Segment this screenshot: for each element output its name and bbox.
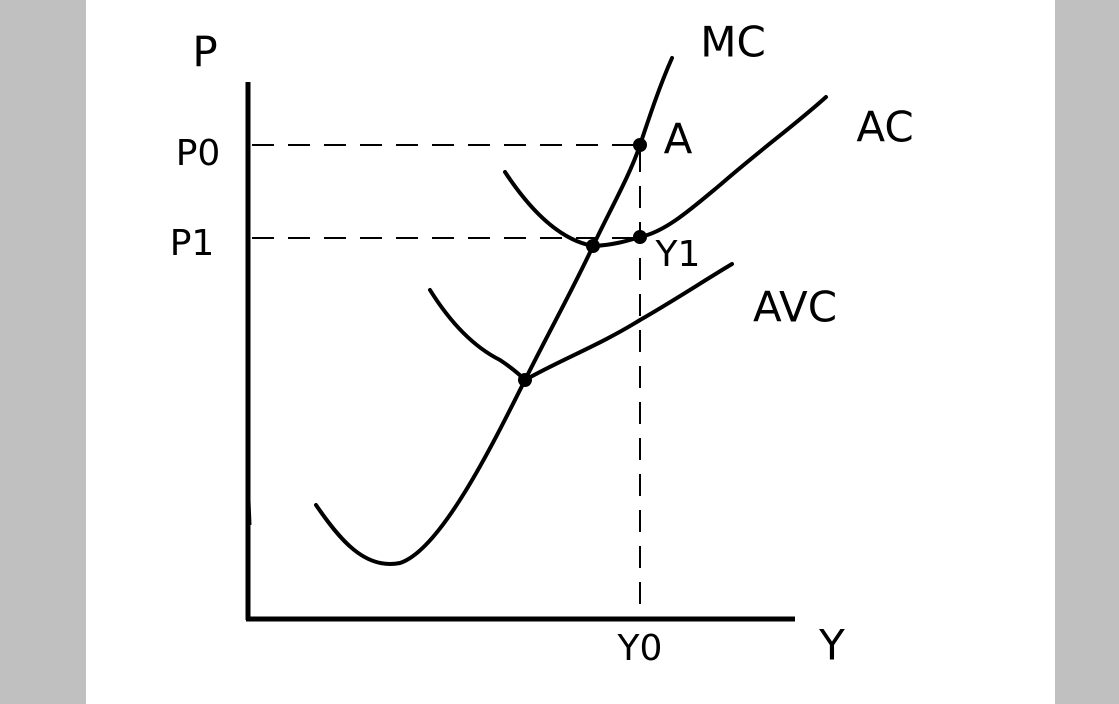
point [633,138,647,152]
point [518,373,532,387]
point-label: A [664,115,693,164]
avc-curve [428,262,734,382]
point [586,239,600,253]
tick-label: Y0 [617,628,663,669]
curve-label: AC [856,103,913,152]
tick-label: P1 [170,223,215,264]
point [633,230,647,244]
y-axis-label: P [192,28,217,77]
curve-label: AVC [753,283,837,332]
stray-mark [245,499,252,526]
x-axis-label: Y [818,621,845,670]
mc-curve [314,56,674,567]
curve-label: MC [700,18,766,67]
point-label: Y1 [655,234,701,275]
tick-label: P0 [176,133,221,174]
